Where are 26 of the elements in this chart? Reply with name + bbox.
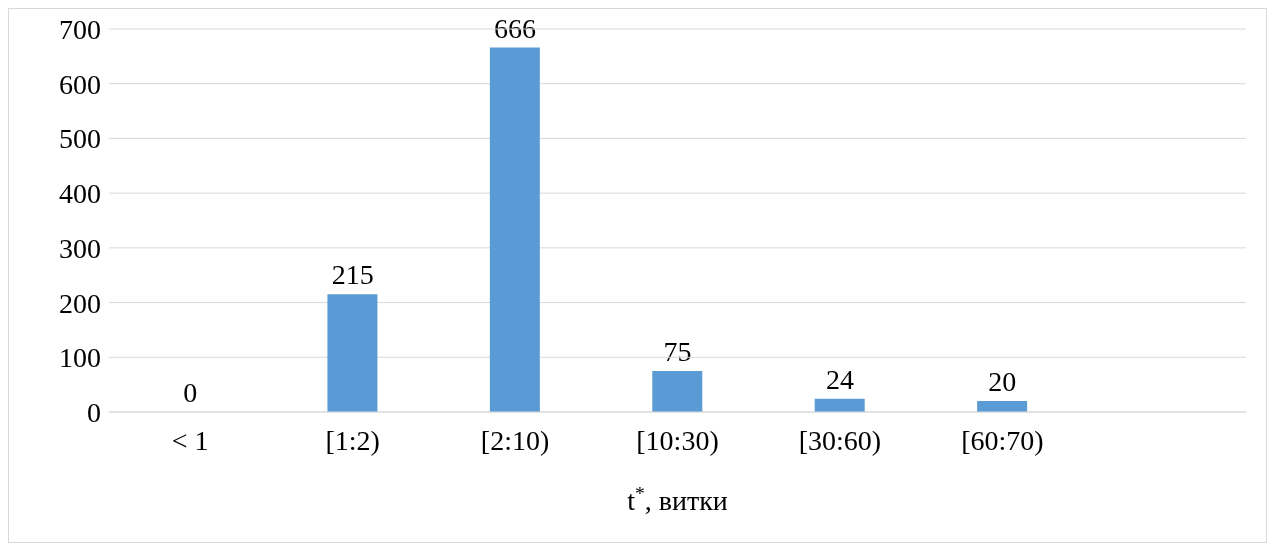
y-tick-label: 300 [59, 232, 101, 264]
data-label: 215 [331, 259, 374, 291]
data-label: 666 [494, 12, 537, 44]
bar [977, 401, 1028, 412]
bar [489, 47, 540, 412]
y-tick-label: 200 [59, 287, 101, 319]
y-tick-label: 400 [59, 178, 101, 210]
x-tick-label: [60:70) [961, 424, 1044, 456]
bar [814, 398, 865, 412]
data-label: 0 [183, 377, 198, 408]
bar [327, 294, 378, 412]
y-tick-label: 100 [59, 342, 101, 374]
y-tick-label: 500 [59, 123, 101, 155]
x-tick-label: [1:2) [325, 424, 380, 456]
data-label: 20 [988, 366, 1017, 398]
data-label: 24 [825, 363, 854, 395]
x-tick-label: [10:30) [636, 424, 719, 456]
data-label: 75 [663, 335, 692, 367]
x-tick-label: [2:10) [480, 424, 550, 456]
bar [652, 370, 703, 412]
x-axis-title: t$^{*}$, витки [627, 482, 728, 516]
y-tick-label: 600 [59, 68, 101, 100]
x-tick-label: [30:60) [798, 424, 882, 456]
x-tick-label: < 1 [171, 424, 209, 456]
y-tick-label: 0 [87, 396, 101, 428]
y-tick-label: 700 [59, 13, 101, 45]
